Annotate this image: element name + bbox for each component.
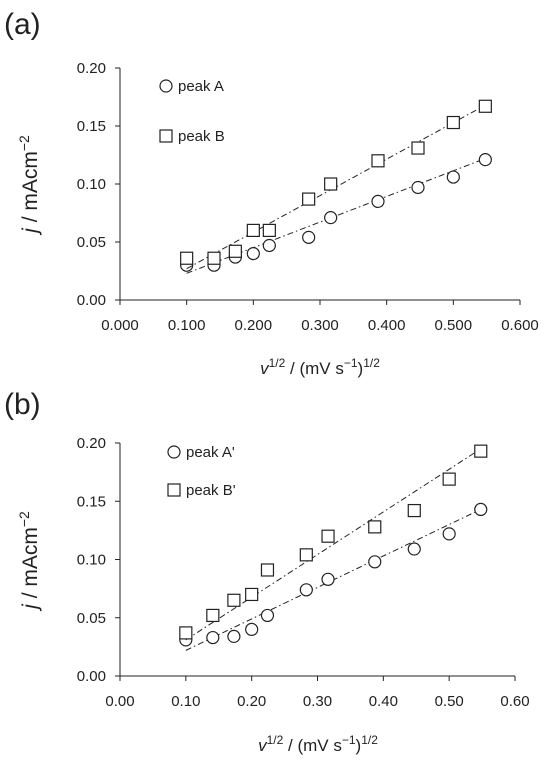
legend-label: peak B' [186, 482, 236, 499]
data-point [324, 211, 338, 225]
trendline [186, 158, 486, 274]
x-tick-label: 0.30 [303, 693, 332, 710]
x-tick-label: 0.600 [501, 317, 539, 334]
data-point [324, 177, 338, 191]
y-tick-label: 0.20 [77, 435, 106, 452]
data-point [446, 115, 460, 130]
data-point [299, 583, 313, 597]
y-tick-label: 0.15 [77, 118, 106, 135]
data-point [411, 141, 425, 155]
data-point [180, 251, 194, 265]
plot-area: 0.00 0.10 0.20 0.30 0.40 0.50 0.60 0.00 0.05 0.10… [77, 435, 530, 710]
x-tick-label: 0.500 [435, 317, 473, 334]
data-point [411, 180, 425, 195]
data-point [407, 503, 421, 518]
x-tick-label: 0.400 [368, 317, 406, 334]
data-point [321, 529, 335, 543]
data-point [260, 563, 275, 577]
plot-area: 0.000 0.100 0.200 0.300 0.400 0.500 0.600 0.00 0… [77, 60, 539, 334]
data-point [228, 244, 242, 258]
data-point [446, 170, 460, 184]
data-point [478, 99, 492, 113]
data-point [262, 238, 276, 253]
data-point [260, 608, 275, 623]
data-point [262, 223, 276, 237]
y-tick-label: 0.05 [77, 234, 106, 251]
x-tick-label: 0.300 [301, 317, 339, 334]
data-point [302, 192, 316, 206]
x-tick-label: 0.00 [105, 693, 134, 710]
data-point [478, 153, 492, 167]
y-axis-title: j / mAcm−2 [16, 511, 42, 612]
data-point [321, 572, 335, 586]
trendline [186, 104, 486, 270]
data-point [371, 194, 385, 208]
y-axis-title: j / mAcm−2 [16, 135, 42, 236]
data-point [442, 472, 456, 486]
legend-marker [167, 483, 181, 497]
data-point [371, 154, 385, 168]
data-point [206, 630, 220, 645]
x-tick-label: 0.20 [237, 693, 266, 710]
legend-marker [159, 129, 173, 143]
x-tick-label: 0.10 [171, 693, 200, 710]
panel-label: (a) [4, 8, 41, 41]
y-tick-label: 0.15 [77, 493, 106, 510]
data-point [407, 542, 421, 556]
x-tick-label: 0.60 [500, 693, 529, 710]
legend-label: peak A' [186, 444, 235, 461]
legend-label: peak B [178, 128, 225, 145]
legend-marker [159, 79, 173, 93]
data-point [299, 548, 313, 562]
y-tick-label: 0.10 [77, 176, 106, 193]
data-point [227, 629, 241, 643]
x-tick-label: 0.50 [435, 693, 464, 710]
x-tick-label: 0.100 [168, 317, 206, 334]
panel-label: (b) [4, 388, 41, 421]
y-tick-label: 0.05 [77, 610, 106, 627]
y-tick-label: 0.10 [77, 552, 106, 569]
y-tick-label: 0.20 [77, 60, 106, 77]
chart-panel-b: (b) 0.00 0.10 0.20 0.30 0.40 0.50 0.60 0.00 0.05… [4, 388, 530, 755]
chart-panel-a: (a) 0.000 0.100 0.200 0.300 0.400 0.500 0.6000… [4, 8, 539, 378]
legend-label: peak A [178, 78, 224, 95]
x-tick-label: 0.200 [235, 317, 273, 334]
data-point [245, 587, 259, 602]
data-point [245, 622, 259, 637]
data-point [179, 626, 193, 640]
legend-marker [167, 445, 181, 459]
data-point [227, 593, 241, 607]
data-point [207, 251, 221, 265]
data-point [474, 444, 488, 458]
x-axis-title: v1/2 / (mV s−1)1/2 [260, 356, 380, 378]
data-point [368, 555, 382, 569]
x-tick-label: 0.000 [101, 317, 139, 334]
x-axis-title: v1/2 / (mV s−1)1/2 [258, 733, 378, 755]
trendline [185, 448, 482, 641]
data-point [474, 502, 488, 517]
data-point [368, 520, 382, 534]
x-tick-label: 0.40 [369, 693, 398, 710]
data-point [246, 223, 260, 237]
y-tick-label: 0.00 [77, 292, 106, 309]
data-point [302, 230, 316, 244]
data-point [246, 247, 260, 261]
y-tick-label: 0.00 [77, 668, 106, 685]
data-point [206, 608, 220, 623]
data-point [442, 527, 456, 541]
